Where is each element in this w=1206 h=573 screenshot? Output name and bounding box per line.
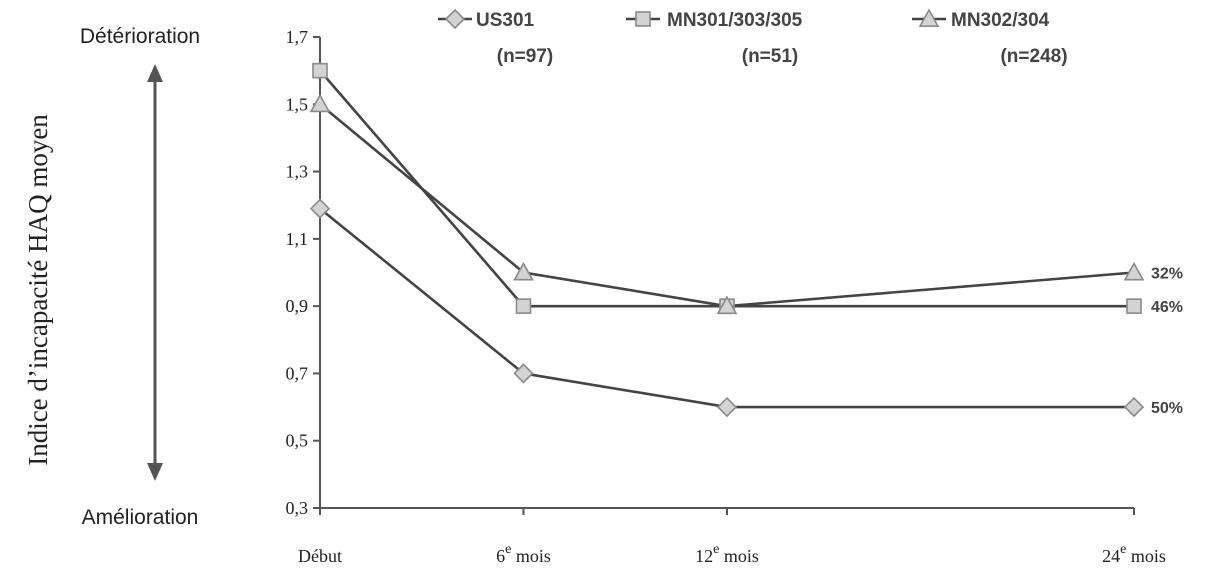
series-markers	[309, 62, 1145, 418]
legend-series-n: (n=97)	[497, 46, 554, 67]
series-point-triangle	[513, 261, 534, 281]
series-point-triangle	[1123, 261, 1145, 281]
legend-diamond-icon	[444, 8, 466, 30]
y-tick-label: 1,7	[286, 27, 309, 47]
legend-series-name: MN302/304	[951, 10, 1050, 31]
series-point-diamond	[513, 363, 534, 384]
x-ticks: Début 6e mois 12e mois 24e mois	[298, 508, 1166, 566]
x-tick-label: 6e mois	[496, 542, 551, 566]
x-tick-label: 12e mois	[695, 542, 759, 566]
legend: US301 (n=97) MN301/303/305 (n=51) MN302/304 (…	[438, 8, 1068, 67]
y-tick-label: 1,3	[286, 162, 309, 182]
y-axis-label: Indice d’incapacité HAQ moyen	[23, 114, 53, 466]
end-label-diamond: 50%	[1151, 400, 1183, 417]
series-point-diamond	[716, 396, 738, 418]
legend-series-name: US301	[476, 10, 535, 31]
y-tick-label: 1,1	[286, 229, 309, 249]
deterioration-label: Détérioration	[80, 25, 200, 48]
series-point-diamond	[1123, 396, 1145, 418]
series-line-diamond	[319, 207, 1134, 409]
series-lines	[319, 69, 1135, 409]
series-line-square	[319, 69, 1134, 308]
series-point-triangle	[309, 93, 331, 113]
legend-series-name: MN301/303/305	[667, 10, 803, 31]
series-point-square	[1126, 298, 1142, 314]
end-label-square: 46%	[1151, 299, 1183, 316]
y-tick-label: 1,5	[286, 94, 309, 114]
y-tick-label: 0,3	[286, 498, 309, 518]
legend-series-n: (n=51)	[742, 46, 799, 67]
series-point-square	[312, 62, 328, 79]
legend-triangle-icon	[918, 8, 940, 28]
y-tick-label: 0,7	[286, 363, 309, 383]
series-line-triangle	[319, 103, 1135, 308]
x-tick-label: Début	[298, 546, 342, 566]
legend-series-n: (n=248)	[1000, 46, 1067, 67]
series-point-diamond	[309, 198, 331, 219]
legend-square-icon	[635, 11, 651, 27]
y-tick-label: 0,9	[286, 296, 309, 316]
end-label-triangle: 32%	[1151, 266, 1183, 283]
series-point-triangle	[716, 295, 738, 315]
series-point-square	[515, 298, 532, 314]
y-tick-label: 0,5	[286, 431, 309, 451]
amelioration-label: Amélioration	[82, 506, 199, 529]
axes	[319, 37, 1134, 509]
direction-arrow	[147, 64, 163, 481]
end-labels: 50% 46% 32%	[1151, 266, 1183, 418]
y-ticks: 0,3 0,5 0,7 0,9 1,1 1,3 1,5 1,7	[286, 27, 320, 518]
x-tick-label: 24e mois	[1102, 542, 1166, 566]
